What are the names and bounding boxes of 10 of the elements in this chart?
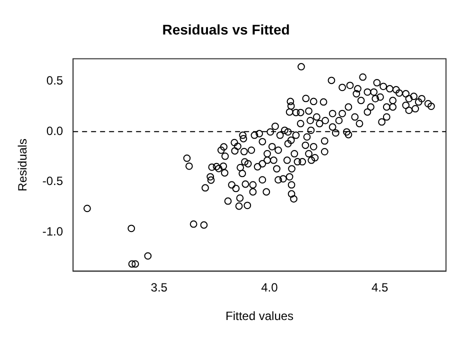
y-axis-title: Residuals — [16, 138, 30, 192]
x-axis-title: Fitted values — [226, 309, 294, 324]
x-tick-label: 4.0 — [261, 280, 278, 295]
y-tick-label: 0.0 — [46, 124, 64, 138]
y-tick-label: 0.5 — [46, 74, 64, 88]
x-tick-label: 4.5 — [371, 280, 388, 295]
y-tick-label: -0.5 — [42, 174, 64, 188]
y-tick-label: -1.0 — [42, 224, 64, 238]
chart-title: Residuals vs Fitted — [162, 21, 290, 38]
x-tick-label: 3.5 — [150, 280, 168, 295]
